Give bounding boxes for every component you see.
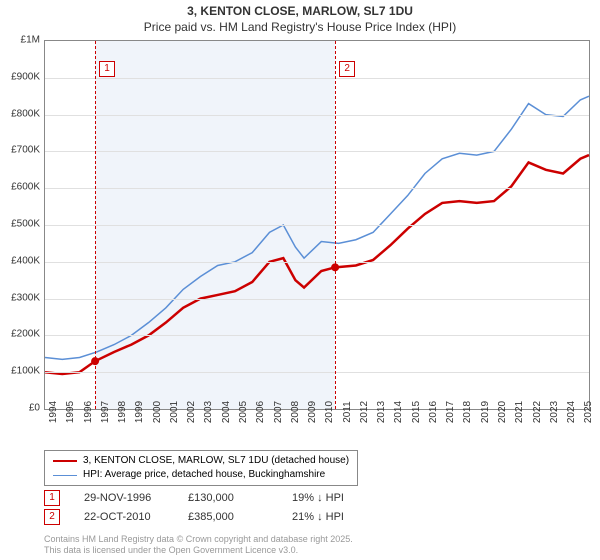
x-axis-label: 2004: [221, 401, 232, 423]
grid-line: [45, 262, 589, 263]
y-axis-label: £700K: [0, 145, 40, 156]
x-axis-label: 1997: [100, 401, 111, 423]
sale-marker-line: [335, 41, 336, 409]
credits-line2: This data is licensed under the Open Gov…: [44, 545, 353, 556]
annotation-hpi: 19% ↓ HPI: [292, 492, 372, 504]
x-axis-label: 1995: [65, 401, 76, 423]
x-axis-label: 2002: [186, 401, 197, 423]
legend-item: HPI: Average price, detached house, Buck…: [53, 468, 349, 482]
x-axis-label: 1996: [83, 401, 94, 423]
annotation-price: £385,000: [188, 511, 268, 523]
x-axis-label: 1994: [48, 401, 59, 423]
annotation-hpi: 21% ↓ HPI: [292, 511, 372, 523]
grid-line: [45, 151, 589, 152]
x-axis-label: 2000: [152, 401, 163, 423]
x-axis-label: 2021: [514, 401, 525, 423]
x-axis-label: 1998: [117, 401, 128, 423]
x-axis-label: 2010: [324, 401, 335, 423]
x-axis-label: 2009: [307, 401, 318, 423]
annotation-row: 1 29-NOV-1996 £130,000 19% ↓ HPI: [44, 490, 372, 506]
series-line-hpi: [45, 96, 589, 359]
credits-text: Contains HM Land Registry data © Crown c…: [44, 534, 353, 556]
x-axis-label: 2025: [583, 401, 594, 423]
legend-swatch: [53, 460, 77, 462]
annotation-date: 29-NOV-1996: [84, 492, 164, 504]
annotation-id-box: 1: [44, 490, 60, 506]
x-axis-label: 2013: [376, 401, 387, 423]
x-axis-label: 2014: [393, 401, 404, 423]
annotation-date: 22-OCT-2010: [84, 511, 164, 523]
chart-plot-area: 12: [44, 40, 590, 410]
grid-line: [45, 335, 589, 336]
x-axis-label: 2005: [238, 401, 249, 423]
x-axis-label: 1999: [134, 401, 145, 423]
x-axis-label: 2001: [169, 401, 180, 423]
x-axis-label: 2003: [203, 401, 214, 423]
grid-line: [45, 225, 589, 226]
annotation-row: 2 22-OCT-2010 £385,000 21% ↓ HPI: [44, 509, 372, 525]
x-axis-label: 2024: [566, 401, 577, 423]
x-axis-label: 2020: [497, 401, 508, 423]
credits-line1: Contains HM Land Registry data © Crown c…: [44, 534, 353, 545]
sale-annotations: 1 29-NOV-1996 £130,000 19% ↓ HPI 2 22-OCT-201…: [44, 490, 372, 528]
chart-legend: 3, KENTON CLOSE, MARLOW, SL7 1DU (detach…: [44, 450, 358, 486]
x-axis-label: 2017: [445, 401, 456, 423]
y-axis-label: £0: [0, 403, 40, 414]
y-axis-label: £900K: [0, 71, 40, 82]
x-axis-label: 2007: [273, 401, 284, 423]
chart-title-line1: 3, KENTON CLOSE, MARLOW, SL7 1DU: [0, 0, 600, 20]
x-axis-label: 2008: [290, 401, 301, 423]
sale-marker-box: 2: [339, 61, 355, 77]
x-axis-label: 2006: [255, 401, 266, 423]
x-axis-label: 2016: [428, 401, 439, 423]
grid-line: [45, 188, 589, 189]
y-axis-label: £200K: [0, 329, 40, 340]
y-axis-label: £600K: [0, 182, 40, 193]
annotation-price: £130,000: [188, 492, 268, 504]
y-axis-label: £100K: [0, 366, 40, 377]
legend-swatch: [53, 475, 77, 476]
grid-line: [45, 299, 589, 300]
x-axis-label: 2022: [532, 401, 543, 423]
legend-label: 3, KENTON CLOSE, MARLOW, SL7 1DU (detach…: [83, 454, 349, 468]
y-axis-label: £400K: [0, 255, 40, 266]
x-axis-label: 2011: [342, 401, 353, 423]
x-axis-label: 2023: [549, 401, 560, 423]
grid-line: [45, 78, 589, 79]
x-axis-label: 2018: [462, 401, 473, 423]
grid-line: [45, 372, 589, 373]
x-axis-label: 2019: [480, 401, 491, 423]
sale-marker-box: 1: [99, 61, 115, 77]
y-axis-label: £500K: [0, 219, 40, 230]
legend-label: HPI: Average price, detached house, Buck…: [83, 468, 325, 482]
grid-line: [45, 115, 589, 116]
sale-marker-line: [95, 41, 96, 409]
x-axis-label: 2012: [359, 401, 370, 423]
chart-title-line2: Price paid vs. HM Land Registry's House …: [0, 20, 600, 36]
annotation-id-box: 2: [44, 509, 60, 525]
y-axis-label: £300K: [0, 292, 40, 303]
legend-item: 3, KENTON CLOSE, MARLOW, SL7 1DU (detach…: [53, 454, 349, 468]
y-axis-label: £800K: [0, 108, 40, 119]
x-axis-label: 2015: [411, 401, 422, 423]
y-axis-label: £1M: [0, 35, 40, 46]
